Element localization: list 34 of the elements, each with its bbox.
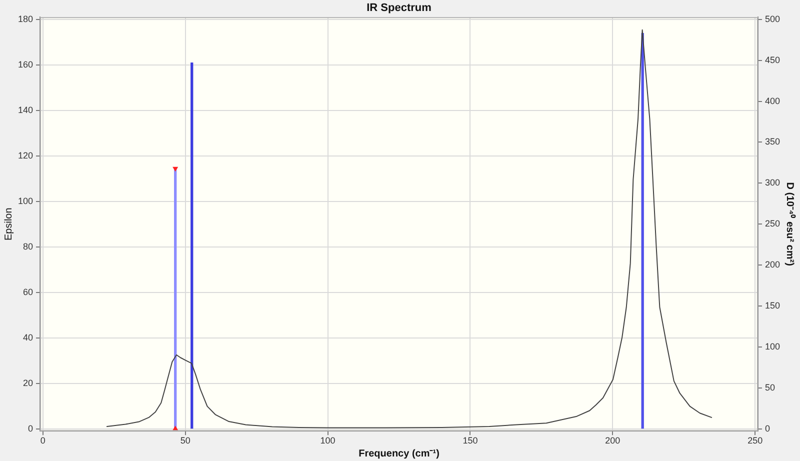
bar	[190, 62, 194, 429]
y2-tick-label: 300	[764, 178, 780, 188]
y2-tick-label: 500	[764, 14, 780, 24]
y2-tick-label: 250	[764, 218, 780, 229]
y-axis-title: Epsilon	[3, 208, 14, 241]
x-tick-label: 50	[180, 436, 190, 446]
y-tick-label: 120	[18, 150, 34, 160]
bar	[174, 168, 177, 429]
y2-tick-label: 400	[764, 96, 780, 106]
x-tick-label: 100	[320, 436, 336, 446]
x-tick-label: 0	[40, 436, 46, 446]
y2-tick-label: 450	[764, 54, 780, 65]
y-tick-label: 80	[23, 241, 34, 252]
x-tick-label: 250	[748, 436, 763, 446]
y2-tick-label: 350	[764, 136, 780, 147]
y2-axis-title: D (10⁻⁴⁰ esu² cm²)	[784, 182, 796, 266]
x-axis-title: Frequency (cm⁻¹)	[358, 448, 440, 460]
y-tick-label: 20	[23, 378, 34, 388]
y2-tick-label: 0	[764, 423, 770, 434]
x-tick-label: 200	[605, 436, 620, 446]
y-tick-label: 0	[28, 423, 34, 434]
y-tick-label: 100	[18, 196, 34, 206]
chart-title: IR Spectrum	[366, 2, 432, 14]
y-tick-label: 40	[23, 332, 34, 342]
y2-tick-label: 50	[764, 382, 775, 392]
y2-tick-label: 100	[764, 341, 780, 352]
y-tick-label: 60	[23, 286, 34, 297]
y2-tick-label: 150	[764, 300, 780, 310]
y2-tick-label: 200	[764, 260, 780, 270]
y-tick-label: 180	[18, 14, 34, 24]
x-tick-label: 150	[462, 436, 478, 446]
y-tick-label: 160	[18, 59, 34, 70]
y-tick-label: 140	[18, 104, 34, 115]
bar	[641, 32, 644, 429]
